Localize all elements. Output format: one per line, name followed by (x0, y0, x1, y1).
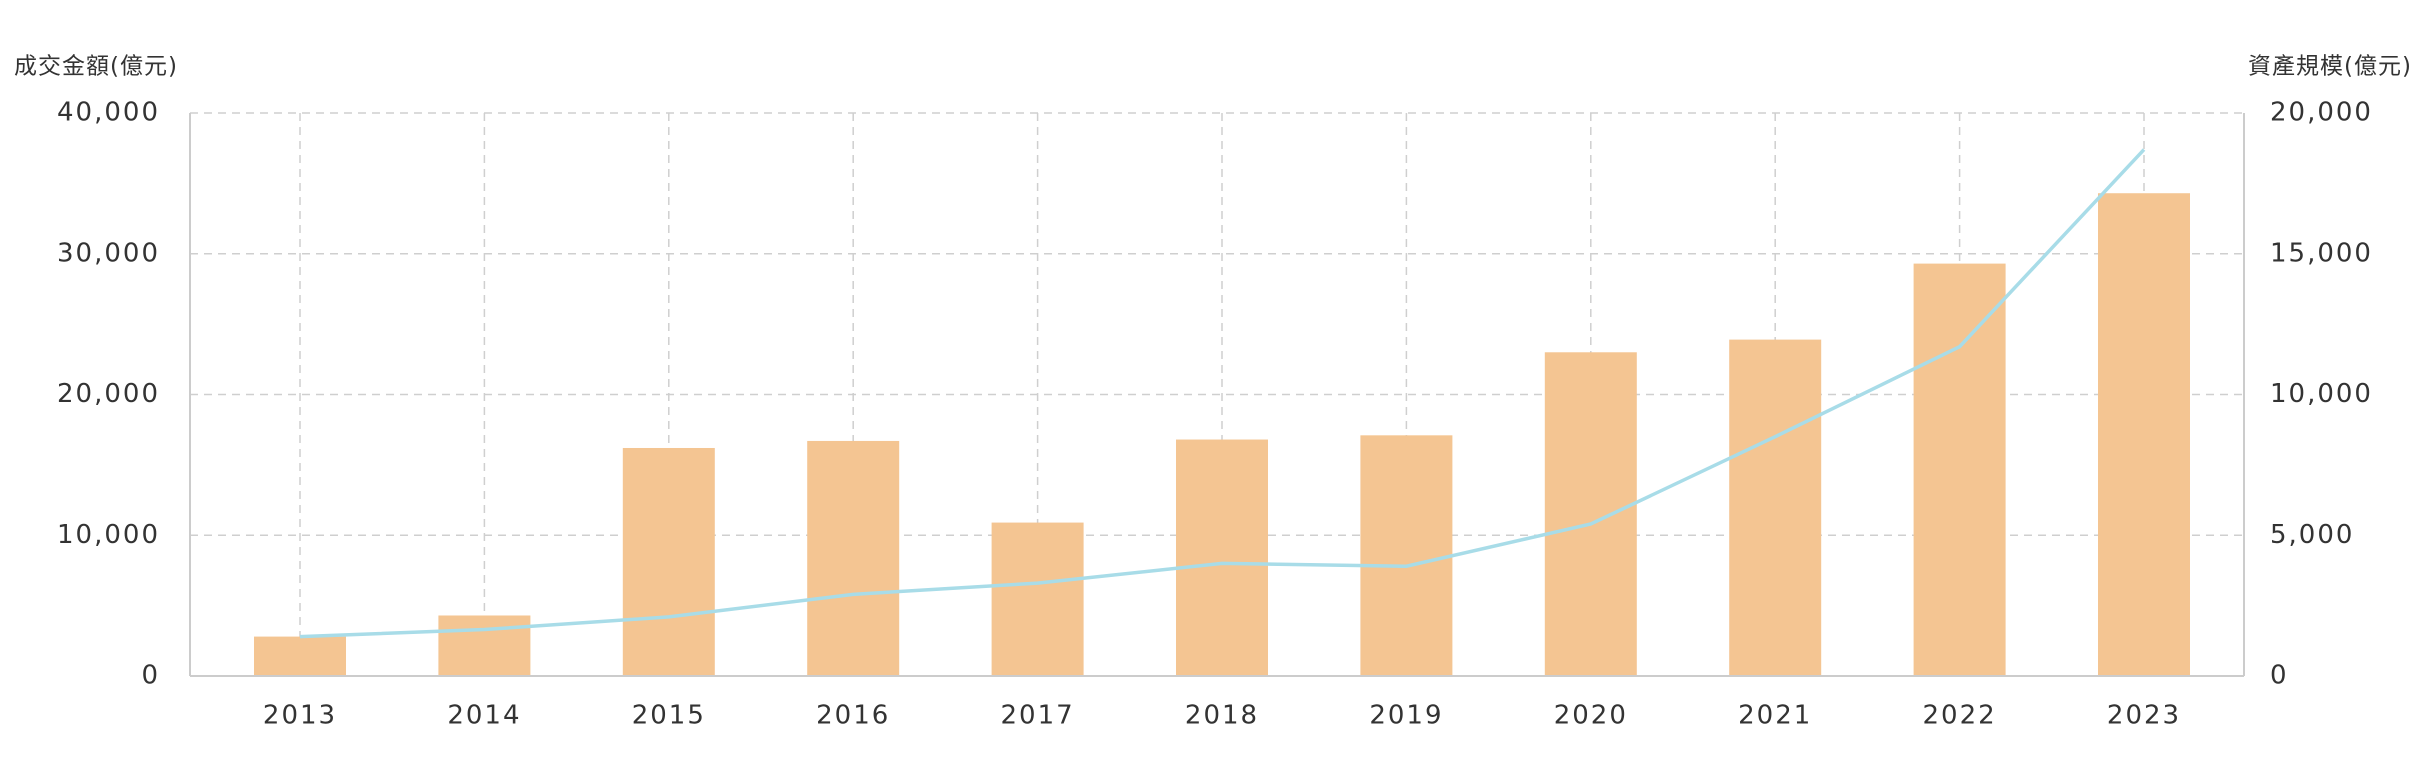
bar (622, 447, 715, 676)
bar (2098, 193, 2190, 677)
line (299, 148, 2146, 639)
x-tick-label: 2018 (1185, 701, 1259, 731)
x-tick-label: 2014 (447, 701, 521, 731)
x-tick-label: 2019 (1369, 701, 1443, 731)
bar (1176, 439, 1268, 676)
bar (254, 636, 346, 676)
y-tick-label: 10,000 (57, 520, 160, 550)
y2-tick-label: 0 (2270, 661, 2289, 691)
bar (1544, 352, 1637, 676)
y-tick-label: 40,000 (57, 98, 160, 128)
x-tick-label: 2017 (1001, 701, 1075, 731)
bar (1913, 263, 2006, 676)
y2-tick-label: 15,000 (2270, 238, 2373, 268)
x-tick-label: 2016 (816, 701, 890, 731)
x-tick-label: 2023 (2107, 701, 2181, 731)
bar (1729, 339, 1822, 676)
x-tick-label: 2015 (632, 701, 706, 731)
y2-tick-label: 20,000 (2270, 98, 2373, 128)
y-tick-label: 20,000 (57, 379, 160, 409)
y-tick-label: 30,000 (57, 238, 160, 268)
x-tick-label: 2022 (1923, 701, 1997, 731)
x-tick-label: 2020 (1554, 701, 1628, 731)
bar (807, 440, 900, 676)
y-tick-label: 0 (141, 661, 160, 691)
x-tick-label: 2013 (263, 701, 337, 731)
x-tick-label: 2021 (1738, 701, 1812, 731)
bar (991, 522, 1084, 676)
bar (1360, 435, 1453, 676)
bar (438, 615, 531, 676)
y2-tick-label: 5,000 (2270, 520, 2354, 550)
y-axis-title: 成交金額(億元) (14, 54, 178, 80)
y2-tick-label: 10,000 (2270, 379, 2373, 409)
y2-axis-title: 資產規模(億元) (2248, 54, 2412, 80)
